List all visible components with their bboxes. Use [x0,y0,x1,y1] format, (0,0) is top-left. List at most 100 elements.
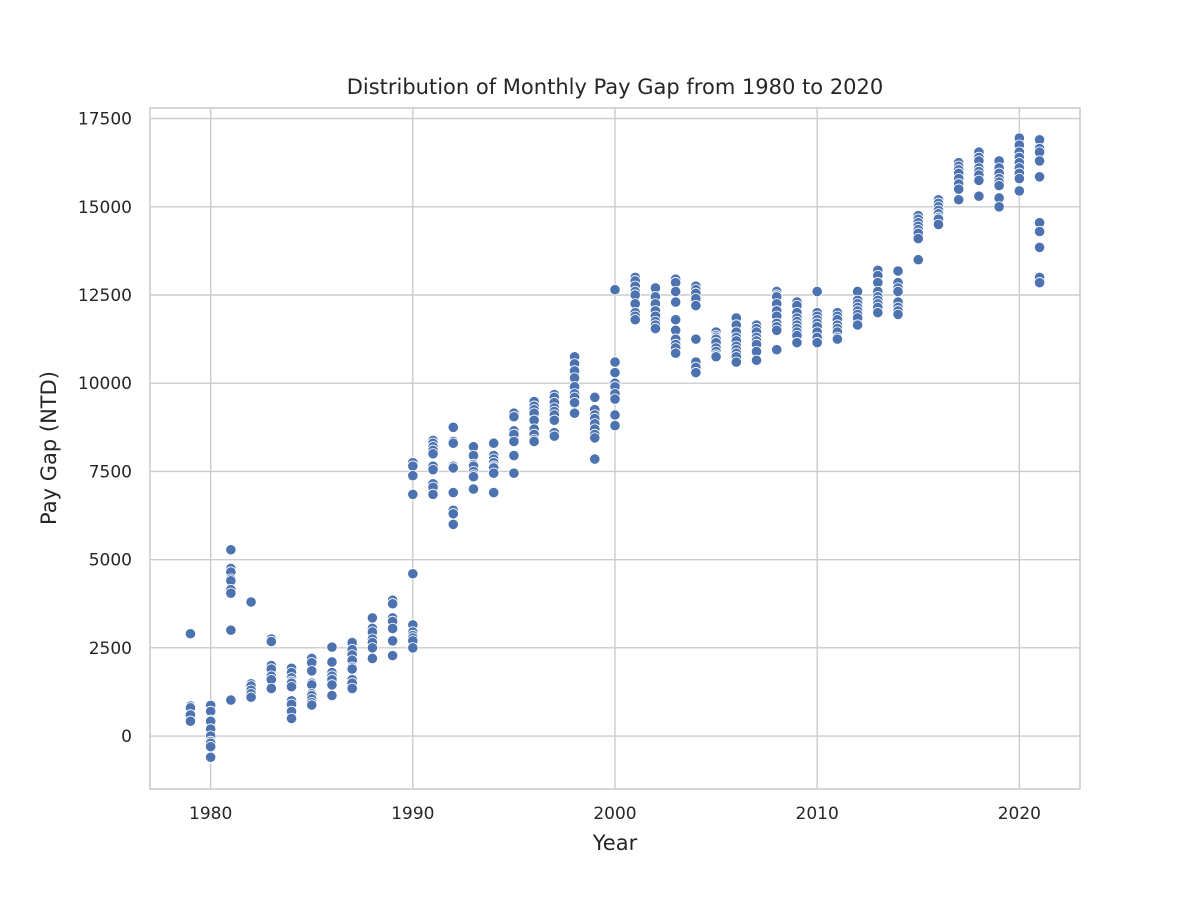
data-point [346,682,358,695]
data-point [205,741,217,753]
y-tick-label: 15000 [78,198,132,218]
data-point [710,351,722,363]
y-tick-label: 10000 [78,374,132,394]
data-point [427,464,439,476]
data-point [690,299,702,312]
x-tick-label: 2020 [998,804,1041,824]
data-point [670,285,682,298]
data-point [568,397,581,409]
data-point [1033,171,1046,183]
data-point [589,432,601,444]
data-point [1013,172,1025,185]
x-tick-label: 2000 [593,804,636,824]
x-tick-label: 1990 [391,804,434,824]
data-point [447,518,459,530]
data-point [690,333,702,345]
data-point [811,285,823,298]
data-point [609,284,621,296]
data-point [184,628,197,640]
data-point [872,307,884,319]
data-point [488,487,500,499]
data-point [225,624,237,636]
data-point [508,467,520,479]
data-point [690,367,702,379]
data-point [407,488,419,500]
data-point [245,596,257,608]
data-point [326,641,338,653]
data-point [407,460,419,472]
data-point [852,319,864,331]
data-point [1033,241,1046,253]
data-point [387,635,399,647]
x-axis-label: Year [592,831,638,855]
data-point [205,751,217,763]
data-point [791,337,803,349]
x-tick-labels: 1980 1990 2000 2010 2020 [189,804,1041,824]
data-point [447,487,459,499]
data-point [447,462,459,474]
data-point [993,180,1005,192]
data-point [346,663,358,675]
data-point [771,324,783,336]
data-point [568,407,581,419]
data-point [407,470,419,482]
y-tick-labels: 0 2500 5000 7500 10000 12500 15000 17500 [78,110,132,747]
y-tick-label: 12500 [78,286,132,306]
data-point [285,681,298,693]
data-point [750,354,763,366]
y-tick-label: 2500 [89,639,132,659]
data-point [932,218,945,231]
data-point [609,419,621,432]
data-point [730,356,742,368]
y-tick-label: 5000 [89,551,132,571]
data-point [427,448,439,460]
data-point [528,435,540,448]
data-point [670,314,682,326]
data-point [953,194,965,206]
data-point [326,679,338,691]
data-point [508,449,520,462]
data-point [407,568,419,580]
data-point [892,285,904,298]
data-point [467,483,480,495]
data-point [265,682,277,695]
data-point [993,201,1005,213]
data-point [326,656,338,668]
data-point [973,190,985,202]
data-point [609,409,621,421]
data-point [447,437,459,449]
x-tick-label: 1980 [189,804,232,824]
data-point [387,598,399,610]
data-point [508,435,520,448]
plot-frame [149,107,1081,790]
data-point [427,488,439,500]
y-tick-label: 17500 [78,110,132,130]
data-point [953,183,965,195]
data-point [892,265,904,277]
data-point [912,232,924,245]
data-point [973,174,985,186]
data-point [811,337,823,349]
data-point [831,333,843,345]
data-point [326,689,338,702]
data-point [548,414,560,426]
data-point [1033,277,1046,289]
data-point [609,393,621,405]
data-point [306,665,318,677]
data-point [488,467,500,479]
data-point [245,691,257,703]
data-point [366,612,378,624]
data-point [488,437,500,449]
data-point [508,411,520,423]
data-point [892,308,904,321]
chart-title: Distribution of Monthly Pay Gap from 198… [347,75,884,99]
y-tick-label: 7500 [89,462,132,482]
data-point [387,622,399,635]
data-point [184,715,197,727]
data-point [548,430,560,442]
data-point [387,650,399,662]
data-point [649,322,662,335]
data-point [467,471,480,483]
x-tick-label: 2010 [796,804,839,824]
